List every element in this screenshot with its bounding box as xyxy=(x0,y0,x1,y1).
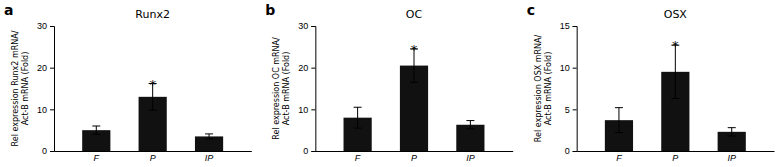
tick: P xyxy=(672,153,678,163)
tick-mark xyxy=(311,68,315,69)
tick: 30 xyxy=(298,21,315,31)
title: Runx2 xyxy=(135,8,170,21)
axis-title: Rel expression Runx2 mRNA/ xyxy=(11,30,20,146)
tick-label: 10 xyxy=(560,63,570,73)
error-bar xyxy=(728,128,736,136)
y-axis: 0 5 10 15 xyxy=(560,21,578,156)
tick: F xyxy=(616,153,622,163)
tick: 20 xyxy=(298,63,315,73)
figure: F P IP 0 10 20 30 Rel expression Runx2 mRNA/Act… xyxy=(0,0,784,167)
tick: P xyxy=(150,153,156,163)
tick: 10 xyxy=(560,63,577,73)
tick: F xyxy=(94,153,100,163)
error-bar xyxy=(354,107,362,128)
plot: F P IP 0 10 20 30 Rel expression OC mRNA/Act-B … xyxy=(272,8,513,163)
tick: 5 xyxy=(565,105,577,115)
tick-label: P xyxy=(672,153,678,163)
tick-label: 0 xyxy=(42,146,47,156)
tick: 10 xyxy=(298,105,315,115)
tick-mark xyxy=(311,109,315,110)
error-bar xyxy=(205,134,213,139)
y-axis: 0 10 20 30 xyxy=(298,21,316,156)
marks xyxy=(344,49,485,151)
axis-line xyxy=(316,151,513,152)
annotation: * xyxy=(672,38,679,53)
tick: 15 xyxy=(560,21,577,31)
tick-mark xyxy=(311,151,315,152)
axis-title: Rel expression OC mRNA/ xyxy=(272,37,281,140)
tick-mark xyxy=(50,109,54,110)
tick-label: 30 xyxy=(298,21,308,31)
tick-mark xyxy=(573,68,577,69)
tick-mark xyxy=(50,151,54,152)
panel-label: b xyxy=(265,2,275,18)
tick-label: IP xyxy=(205,153,214,163)
axis-line xyxy=(577,151,774,152)
axis-line xyxy=(55,151,252,152)
tick-label: 30 xyxy=(37,21,47,31)
tick-mark xyxy=(311,26,315,27)
tick-label: 20 xyxy=(37,63,47,73)
tick-label: F xyxy=(355,153,361,163)
tick-label: 0 xyxy=(303,146,308,156)
tick: P xyxy=(411,153,417,163)
tick-label: P xyxy=(411,153,417,163)
annotation: * xyxy=(149,77,156,92)
tick-mark xyxy=(50,26,54,27)
axis-title: Act-B mRNA (Fold) xyxy=(21,52,30,126)
panel: F P IP 0 5 10 15 Rel expression OSX mRNA/Act-B … xyxy=(527,2,775,163)
axis-title: Act-B mRNA (Fold) xyxy=(282,52,291,126)
tick: 0 xyxy=(42,146,54,156)
tick: 20 xyxy=(37,63,54,73)
tick-label: F xyxy=(616,153,622,163)
error-bar xyxy=(466,121,474,129)
error-bar xyxy=(92,126,100,134)
tick-mark xyxy=(573,26,577,27)
tick: 10 xyxy=(37,105,54,115)
y-axis: 0 10 20 30 xyxy=(37,21,55,156)
error-bar xyxy=(615,108,623,133)
axis-title: Rel expression OSX mRNA/ xyxy=(534,34,543,142)
tick-mark xyxy=(573,151,577,152)
marks xyxy=(82,84,223,152)
tick-label: 10 xyxy=(298,105,308,115)
tick-label: F xyxy=(94,153,100,163)
tick-label: IP xyxy=(727,153,736,163)
panel: F P IP 0 10 20 30 Rel expression Runx2 mRNA/Act… xyxy=(4,2,252,163)
tick: 0 xyxy=(303,146,315,156)
tick-label: 5 xyxy=(565,105,570,115)
tick-label: 0 xyxy=(565,146,570,156)
tick-mark xyxy=(573,109,577,110)
tick-label: 20 xyxy=(298,63,308,73)
axis-line xyxy=(573,27,578,152)
marks xyxy=(605,45,746,151)
tick: 30 xyxy=(37,21,54,31)
panel: F P IP 0 10 20 30 Rel expression OC mRNA/Act-B … xyxy=(265,2,513,163)
tick-label: 10 xyxy=(37,105,47,115)
x-axis: F P IP xyxy=(316,152,513,164)
plot: F P IP 0 5 10 15 Rel expression OSX mRNA/Act-B … xyxy=(534,8,775,163)
tick-label: P xyxy=(150,153,156,163)
tick-mark xyxy=(50,68,54,69)
x-axis: F P IP xyxy=(55,152,252,164)
tick: 0 xyxy=(565,146,577,156)
panel-label: a xyxy=(4,2,13,18)
tick: IP xyxy=(205,153,214,163)
axis-title: Act-B mRNA (Fold) xyxy=(544,52,553,126)
tick: IP xyxy=(466,153,475,163)
plot: F P IP 0 10 20 30 Rel expression Runx2 mRNA/Act… xyxy=(11,8,252,163)
x-axis: F P IP xyxy=(577,152,774,164)
tick: F xyxy=(355,153,361,163)
title: OC xyxy=(406,8,423,21)
annotation: * xyxy=(411,42,418,57)
axis-line xyxy=(311,27,316,152)
panel-label: c xyxy=(527,2,535,18)
tick-label: IP xyxy=(466,153,475,163)
tick-label: 15 xyxy=(560,21,570,31)
tick: IP xyxy=(727,153,736,163)
title: OSX xyxy=(664,8,688,21)
axis-line xyxy=(50,27,55,152)
